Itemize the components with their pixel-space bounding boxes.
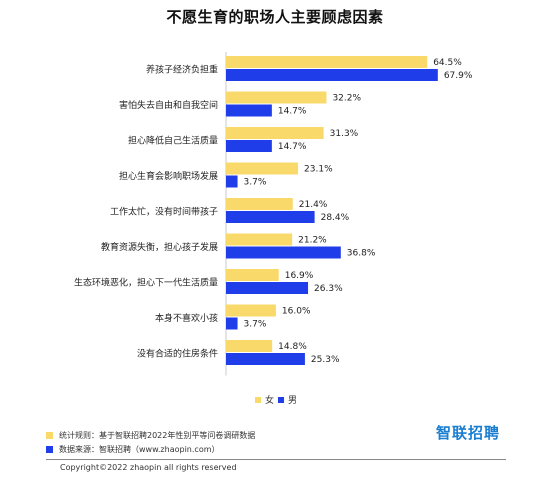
data-label: 25.3% bbox=[311, 355, 340, 365]
bar-male bbox=[226, 353, 305, 365]
bar-female bbox=[226, 127, 324, 139]
data-label: 14.8% bbox=[278, 342, 307, 352]
bar-chart: 养孩子经济负担重 64.5% 67.9% 害怕失去自由和自我空间 32.2% 14.7% 担… bbox=[74, 52, 473, 376]
category-label: 教育资源失衡，担心孩子发展 bbox=[101, 241, 218, 253]
data-label: 32.2% bbox=[332, 94, 361, 104]
bar-male bbox=[226, 317, 238, 330]
data-label: 23.1% bbox=[304, 165, 333, 175]
category-label: 担心降低自己生活质量 bbox=[128, 135, 218, 147]
note-swatch bbox=[46, 445, 53, 453]
divider bbox=[46, 459, 506, 460]
legend: 女 男 bbox=[255, 393, 297, 406]
bar-male bbox=[226, 104, 272, 117]
category-label: 养孩子经济负担重 bbox=[146, 64, 218, 76]
bar-male bbox=[226, 211, 315, 223]
category-label: 生态环境恶化，担心下一代生活质量 bbox=[74, 277, 218, 289]
bar-male bbox=[226, 175, 238, 188]
data-label: 16.9% bbox=[285, 271, 314, 281]
bar-female bbox=[226, 304, 276, 317]
data-label: 21.2% bbox=[298, 236, 327, 246]
bar-female bbox=[226, 198, 293, 210]
bar-female bbox=[226, 91, 327, 104]
data-label: 16.0% bbox=[282, 307, 311, 317]
chart-title: 不愿生育的职场人主要顾虑因素 bbox=[166, 8, 384, 26]
bar-male bbox=[226, 69, 438, 81]
notes: 统计规则：基于智联招聘2022年性别平等问卷调研数据 数据来源：智联招聘（www… bbox=[46, 428, 255, 456]
legend-label-male: 男 bbox=[288, 396, 298, 406]
note-row: 统计规则：基于智联招聘2022年性别平等问卷调研数据 bbox=[46, 428, 255, 442]
bar-female bbox=[226, 269, 279, 281]
data-label: 64.5% bbox=[433, 58, 462, 68]
bar-female bbox=[226, 233, 293, 246]
data-label: 28.4% bbox=[321, 213, 350, 223]
bar-female bbox=[226, 56, 428, 68]
bar-male bbox=[226, 282, 309, 294]
brand-logo: 智联招聘 bbox=[436, 424, 501, 442]
bar-female bbox=[226, 340, 273, 352]
legend-swatch-female bbox=[255, 396, 261, 403]
data-label: 21.4% bbox=[299, 200, 328, 210]
data-label: 26.3% bbox=[314, 284, 343, 294]
category-label: 本身不喜欢小孩 bbox=[155, 312, 218, 324]
data-label: 36.8% bbox=[347, 249, 376, 259]
category-label: 害怕失去自由和自我空间 bbox=[119, 99, 218, 111]
category-label: 担心生育会影响职场发展 bbox=[119, 170, 218, 182]
copyright: Copyright©2022 zhaopin all rights reserv… bbox=[60, 463, 237, 472]
bar-male bbox=[226, 140, 272, 152]
bar-male bbox=[226, 246, 341, 259]
data-label: 3.7% bbox=[244, 320, 267, 330]
note-text: 数据来源：智联招聘（www.zhaopin.com） bbox=[59, 444, 220, 454]
note-swatch bbox=[46, 431, 53, 439]
bar-female bbox=[226, 162, 299, 175]
legend-label-female: 女 bbox=[265, 396, 275, 406]
data-label: 14.7% bbox=[278, 142, 307, 152]
data-label: 3.7% bbox=[244, 178, 267, 188]
category-label: 工作太忙，没有时间带孩子 bbox=[110, 206, 218, 218]
note-text: 统计规则：基于智联招聘2022年性别平等问卷调研数据 bbox=[59, 430, 256, 440]
data-label: 14.7% bbox=[278, 107, 307, 117]
note-row: 数据来源：智联招聘（www.zhaopin.com） bbox=[46, 442, 255, 456]
category-label: 没有合适的住房条件 bbox=[137, 348, 218, 360]
data-label: 67.9% bbox=[444, 71, 473, 81]
data-label: 31.3% bbox=[330, 129, 359, 139]
legend-swatch-male bbox=[278, 396, 285, 403]
